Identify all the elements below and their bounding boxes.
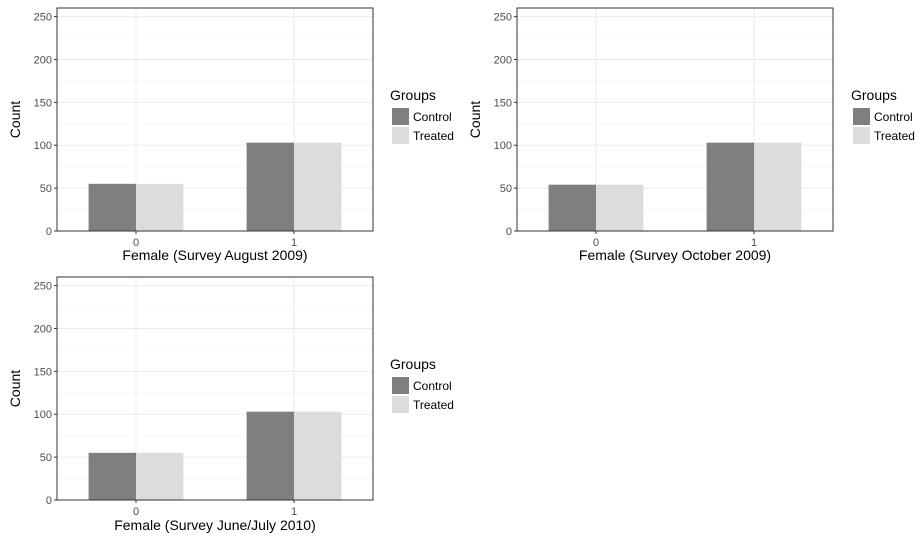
legend-key-control <box>853 108 870 125</box>
legend-label-control: Control <box>413 110 452 124</box>
legend-label-treated: Treated <box>413 398 454 412</box>
x-tick-label: 1 <box>291 237 297 249</box>
legend-title: Groups <box>851 87 897 103</box>
bar-treated-1 <box>754 142 802 231</box>
legend-key-treated <box>392 127 409 144</box>
y-tick-label: 50 <box>500 183 512 195</box>
plot-border <box>56 7 374 232</box>
bar-control-0 <box>88 183 136 231</box>
legend-label-control: Control <box>413 379 452 393</box>
bar-control-1 <box>246 142 294 231</box>
legend-label-treated: Treated <box>413 129 454 143</box>
legend-key-control <box>392 377 409 394</box>
legend-label-control: Control <box>874 110 913 124</box>
legend-key-treated <box>853 127 870 144</box>
bar-treated-1 <box>294 142 342 231</box>
legend: Groups Control Treated <box>390 356 454 413</box>
legend-label-treated: Treated <box>874 129 915 143</box>
bar-treated-1 <box>294 411 342 500</box>
y-tick-label: 0 <box>506 226 512 238</box>
y-axis-title: Count <box>7 101 23 138</box>
y-tick-label: 250 <box>494 12 512 24</box>
x-tick-label: 0 <box>133 237 139 249</box>
y-tick-label: 250 <box>34 12 52 24</box>
y-tick-label: 100 <box>494 140 512 152</box>
y-tick-label: 200 <box>34 54 52 66</box>
plot-border <box>516 7 834 232</box>
y-axis-title: Count <box>467 101 483 138</box>
plot-border <box>56 276 374 501</box>
bar-treated-0 <box>136 452 184 500</box>
x-tick-label: 0 <box>593 237 599 249</box>
x-axis-title: Female (Survey August 2009) <box>122 247 307 263</box>
y-tick-label: 150 <box>34 366 52 378</box>
x-tick-label: 0 <box>133 506 139 518</box>
y-tick-label: 50 <box>40 452 52 464</box>
x-axis-title: Female (Survey June/July 2010) <box>114 517 316 533</box>
legend-key-treated <box>392 396 409 413</box>
x-tick-label: 1 <box>291 506 297 518</box>
bar-control-1 <box>706 142 754 231</box>
y-tick-label: 50 <box>40 183 52 195</box>
y-tick-label: 0 <box>46 495 52 507</box>
x-tick-label: 1 <box>751 237 757 249</box>
y-tick-label: 200 <box>494 54 512 66</box>
y-tick-label: 100 <box>34 409 52 421</box>
y-tick-label: 100 <box>34 140 52 152</box>
bar-treated-0 <box>136 183 184 231</box>
legend-title: Groups <box>390 87 436 103</box>
y-tick-label: 150 <box>494 97 512 109</box>
x-axis-title: Female (Survey October 2009) <box>579 247 771 263</box>
y-tick-label: 0 <box>46 226 52 238</box>
y-tick-label: 200 <box>34 323 52 335</box>
bar-control-1 <box>246 411 294 500</box>
legend-key-control <box>392 108 409 125</box>
legend-title: Groups <box>390 356 436 372</box>
y-tick-label: 250 <box>34 281 52 293</box>
bar-treated-0 <box>596 184 644 231</box>
y-tick-label: 150 <box>34 97 52 109</box>
legend: Groups Control Treated <box>851 87 915 144</box>
legend: Groups Control Treated <box>390 87 454 144</box>
bar-control-0 <box>88 452 136 500</box>
bar-control-0 <box>548 184 596 231</box>
y-axis-title: Count <box>7 370 23 407</box>
